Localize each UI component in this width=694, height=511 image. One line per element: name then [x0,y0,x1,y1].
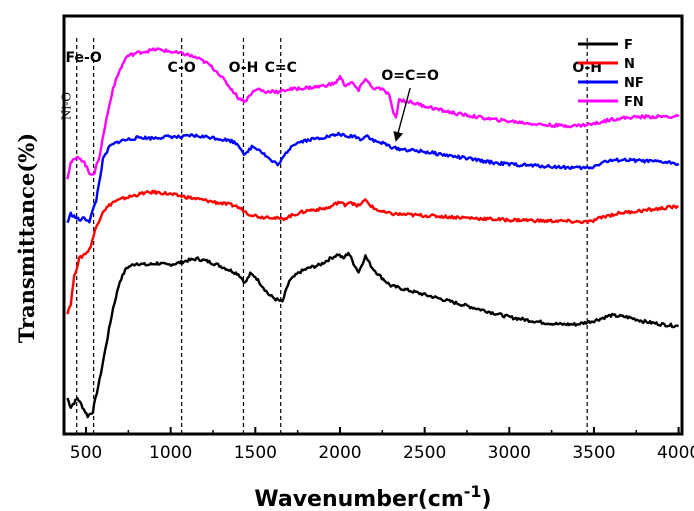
x-tick-label-1000: 1000 [149,443,192,463]
series-group [66,47,680,419]
legend-label-n: N [624,57,635,72]
annotation-label-3: O-H [229,60,259,76]
x-axis-label: Wavenumber(cm-1) [254,482,491,511]
x-tick-label-3000: 3000 [488,443,531,463]
legend-label-nf: NF [624,76,644,91]
series-line-nf [66,131,680,224]
x-axis-label-suffix: ) [482,487,492,511]
x-tick-label-3500: 3500 [572,443,615,463]
y-axis-label: Transmittance(%) [14,133,39,343]
annotation-label-4: C=C [265,60,297,76]
annotation-labels: Ni-OFe-OC-O O-H C=C O-H [60,50,602,120]
legend-label-fn: FN [624,95,644,110]
x-tick-label-2000: 2000 [318,443,361,463]
o-c-o-arrow [393,87,411,142]
legend: FN NF FN [578,38,644,110]
x-axis-ticks: 500 1000 1500 2000 2500 3000 3500 4000 [70,427,694,463]
x-axis-label-sup: -1 [464,482,482,501]
series-line-f [66,251,680,419]
x-tick-label-1500: 1500 [234,443,277,463]
annotation-label-2: C-O [168,60,196,76]
x-tick-label-2500: 2500 [403,443,446,463]
arrow-annotation: O=C=O [381,68,439,142]
x-axis-label-main: Wavenumber(cm [254,487,463,511]
annotation-label-0: Ni-O [60,92,74,120]
series-line-n [66,189,679,315]
o-c-o-label: O=C=O [381,68,439,84]
annotation-lines [76,38,588,434]
plot-frame [62,14,684,436]
legend-label-f: F [624,38,633,53]
series-line-fn [66,47,680,180]
x-tick-label-500: 500 [70,443,102,463]
x-tick-label-4000: 4000 [657,443,694,463]
annotation-label-1: Fe-O [66,50,102,66]
